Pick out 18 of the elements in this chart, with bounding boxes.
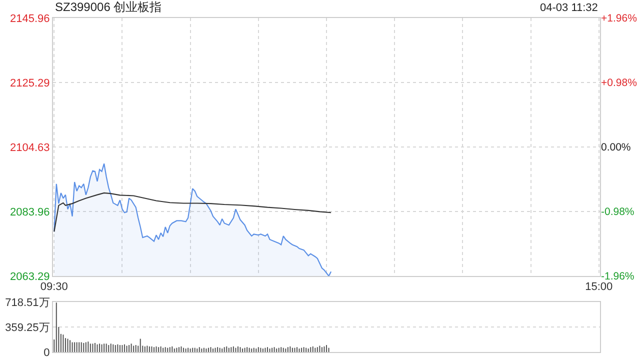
y-tick-label: 0 <box>44 346 50 359</box>
y-tick-label: 359.25万 <box>5 322 50 334</box>
y-tick-label: 2104.63 <box>10 142 50 154</box>
x-tick-label: 09:30 <box>40 281 68 294</box>
y2-tick-label: +1.96% <box>601 12 637 25</box>
y2-tick-label: -0.98% <box>601 206 634 218</box>
y-tick-label: 2145.96 <box>10 12 50 25</box>
y-tick-label: 2083.96 <box>10 206 50 218</box>
line-series <box>54 192 332 232</box>
x-tick-label: 15:00 <box>585 281 613 294</box>
y2-tick-label: +0.98% <box>601 77 637 90</box>
y-tick-label: 2125.29 <box>10 77 50 90</box>
y-tick-label: 718.51万 <box>5 296 50 309</box>
y2-tick-label: -1.96% <box>601 270 634 283</box>
chart-title: SZ399006 创业板指 <box>55 0 162 14</box>
y2-tick-label: 0.00% <box>601 142 631 154</box>
y-tick-label: 2063.29 <box>10 270 50 283</box>
text: 04-03 11:32 <box>540 2 598 14</box>
